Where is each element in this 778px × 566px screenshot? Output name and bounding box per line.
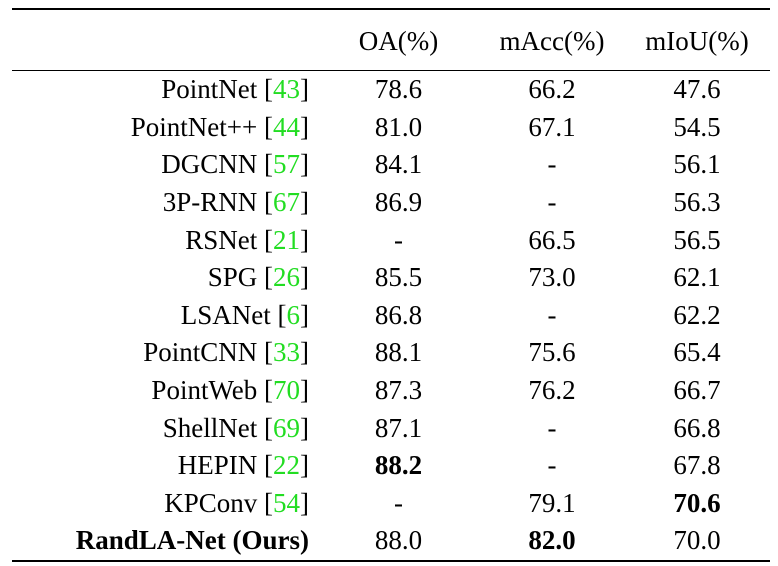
- oa-cell: -: [394, 487, 403, 518]
- method-cell: PointNet [43]: [161, 74, 309, 105]
- method-cell-ours: RandLA-Net (Ours): [12, 522, 317, 561]
- method-name: SPG: [207, 262, 258, 293]
- macc-cell: 76.2: [528, 375, 576, 406]
- miou-cell: 66.8: [673, 412, 721, 443]
- method-cell: KPConv [54]: [164, 487, 309, 518]
- miou-cell: 62.2: [673, 299, 721, 330]
- method-name: PointNet++: [130, 111, 258, 142]
- header-miou: mIoU(%): [645, 25, 749, 56]
- table-row: RSNet [21] - 66.5 56.5: [12, 221, 770, 259]
- macc-cell: -: [547, 187, 557, 218]
- macc-cell: 75.6: [528, 337, 576, 368]
- table-row: KPConv [54] - 79.1 70.6: [12, 485, 770, 523]
- miou-cell: 54.5: [673, 111, 721, 142]
- citation-link[interactable]: 69: [273, 412, 300, 443]
- method-cell: DGCNN [57]: [161, 149, 309, 180]
- method-name: PointWeb: [151, 375, 258, 406]
- table-row: LSANet [6] 86.8 - 62.2: [12, 297, 770, 335]
- results-table-container: OA(%) mAcc(%) mIoU(%) PointNet [43] 78.6…: [12, 8, 770, 562]
- table-row: 3P-RNN [67] 86.9 - 56.3: [12, 184, 770, 222]
- table-row: ShellNet [69] 87.1 - 66.8: [12, 409, 770, 447]
- results-table: OA(%) mAcc(%) mIoU(%) PointNet [43] 78.6…: [12, 8, 770, 562]
- table-row: PointNet [43] 78.6 66.2 47.6: [12, 70, 770, 109]
- oa-cell: 86.9: [374, 187, 423, 218]
- method-name: 3P-RNN: [162, 187, 258, 218]
- miou-cell: 65.4: [673, 337, 721, 368]
- oa-cell: 78.6: [374, 74, 423, 105]
- miou-cell: 70.0: [673, 525, 721, 556]
- header-method: [12, 9, 317, 71]
- macc-cell: -: [547, 149, 557, 180]
- oa-cell: 85.5: [374, 262, 423, 293]
- method-name: RSNet: [185, 224, 258, 255]
- miou-cell: 56.5: [673, 224, 721, 255]
- macc-cell: 73.0: [528, 262, 576, 293]
- method-cell: HEPIN [22]: [177, 450, 309, 481]
- header-row: OA(%) mAcc(%) mIoU(%): [12, 9, 770, 71]
- oa-cell: 87.3: [374, 375, 423, 406]
- method-cell: LSANet [6]: [180, 299, 309, 330]
- macc-cell: 79.1: [528, 487, 576, 518]
- table-body: PointNet [43] 78.6 66.2 47.6 PointNet++ …: [12, 70, 770, 561]
- macc-cell: 66.5: [528, 224, 576, 255]
- citation-link[interactable]: 6: [286, 299, 301, 330]
- oa-cell: 86.8: [374, 299, 423, 330]
- method-name: RandLA-Net (Ours): [75, 525, 309, 556]
- macc-cell: 67.1: [528, 111, 576, 142]
- table-row: PointNet++ [44] 81.0 67.1 54.5: [12, 109, 770, 147]
- oa-cell: 81.0: [374, 111, 423, 142]
- macc-cell: 66.2: [528, 74, 576, 105]
- method-name: DGCNN: [161, 149, 258, 180]
- table-row: DGCNN [57] 84.1 - 56.1: [12, 146, 770, 184]
- oa-cell: 84.1: [374, 149, 423, 180]
- oa-cell-best: 88.2: [374, 450, 423, 481]
- method-name: PointCNN: [143, 337, 258, 368]
- citation-link[interactable]: 43: [273, 74, 300, 105]
- method-name: ShellNet: [162, 412, 258, 443]
- citation-link[interactable]: 67: [273, 187, 300, 218]
- miou-cell: 62.1: [673, 262, 721, 293]
- miou-cell-best: 70.6: [673, 487, 721, 518]
- method-cell: ShellNet [69]: [162, 412, 309, 443]
- oa-cell: 88.0: [374, 525, 423, 556]
- method-cell: PointCNN [33]: [143, 337, 309, 368]
- miou-cell: 56.1: [673, 149, 721, 180]
- miou-cell: 56.3: [673, 187, 721, 218]
- citation-link[interactable]: 33: [273, 337, 300, 368]
- citation-link[interactable]: 21: [273, 224, 300, 255]
- oa-cell: 87.1: [374, 412, 423, 443]
- table-row: HEPIN [22] 88.2 - 67.8: [12, 447, 770, 485]
- method-name: LSANet: [180, 299, 271, 330]
- table-row: PointWeb [70] 87.3 76.2 66.7: [12, 372, 770, 410]
- miou-cell: 47.6: [673, 74, 721, 105]
- table-row-ours: RandLA-Net (Ours) 88.0 82.0 70.0: [12, 522, 770, 561]
- macc-cell: -: [547, 450, 557, 481]
- citation-link[interactable]: 70: [273, 375, 300, 406]
- method-cell: PointNet++ [44]: [130, 111, 309, 142]
- method-name: PointNet: [161, 74, 258, 105]
- method-cell: 3P-RNN [67]: [162, 187, 309, 218]
- method-cell: SPG [26]: [207, 262, 309, 293]
- header-macc: mAcc(%): [499, 25, 605, 56]
- citation-link[interactable]: 44: [273, 111, 300, 142]
- miou-cell: 67.8: [673, 450, 721, 481]
- table-row: SPG [26] 85.5 73.0 62.1: [12, 259, 770, 297]
- citation-link[interactable]: 26: [273, 262, 300, 293]
- macc-cell: -: [547, 299, 557, 330]
- citation-link[interactable]: 54: [273, 487, 300, 518]
- method-cell: PointWeb [70]: [151, 375, 309, 406]
- header-oa: OA(%): [358, 25, 439, 56]
- macc-cell: -: [547, 412, 557, 443]
- method-name: KPConv: [164, 487, 258, 518]
- oa-cell: -: [394, 224, 403, 255]
- method-cell: RSNet [21]: [185, 224, 309, 255]
- table-row: PointCNN [33] 88.1 75.6 65.4: [12, 334, 770, 372]
- macc-cell-best: 82.0: [528, 525, 576, 556]
- citation-link[interactable]: 57: [273, 149, 300, 180]
- miou-cell: 66.7: [673, 375, 721, 406]
- oa-cell: 88.1: [374, 337, 423, 368]
- citation-link[interactable]: 22: [273, 450, 300, 481]
- method-name: HEPIN: [177, 450, 258, 481]
